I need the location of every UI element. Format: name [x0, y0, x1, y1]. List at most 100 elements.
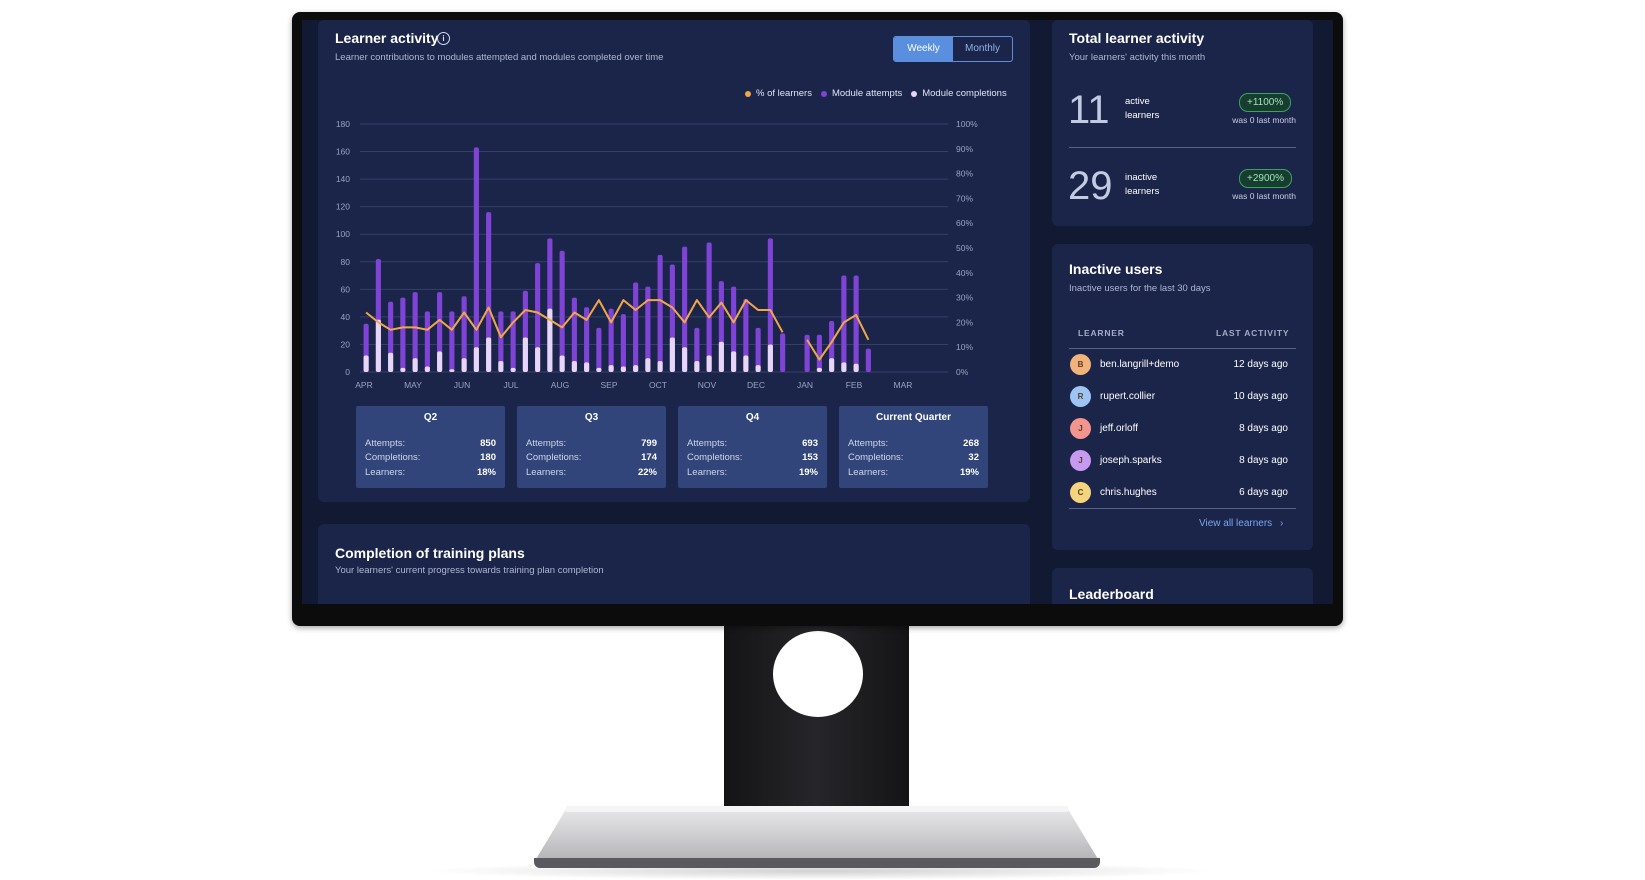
- completions-bar: [841, 362, 847, 372]
- quarter-learners-row: Learners: 19%: [848, 467, 979, 478]
- legend-pct-dot: [745, 90, 751, 97]
- y2-tick-label: 30%: [956, 293, 973, 303]
- learner-name: chris.hughes: [1100, 487, 1157, 498]
- completions-bar: [363, 355, 369, 372]
- active-was: was 0 last month: [1232, 115, 1296, 125]
- completions-bar: [498, 360, 504, 372]
- monitor-stand-base: [534, 806, 1100, 863]
- y2-tick-label: 80%: [956, 169, 973, 179]
- attempts-bar: [473, 147, 479, 372]
- attempts-bar: [731, 286, 737, 372]
- attempts-bar: [743, 298, 749, 372]
- completions-bar: [571, 360, 577, 372]
- attempts-bar: [584, 307, 590, 372]
- attempts-bar: [449, 311, 455, 372]
- completions-bar: [829, 358, 835, 372]
- completions-bar: [486, 337, 492, 372]
- x-tick-label: MAR: [894, 380, 913, 390]
- attempts-bar: [706, 242, 712, 372]
- learner-name: rupert.collier: [1100, 391, 1156, 402]
- attempts-bar: [865, 348, 871, 372]
- completions-bar: [510, 367, 516, 372]
- y-tick-label: 160: [336, 147, 350, 157]
- total-divider: [1069, 147, 1296, 148]
- avatar: J: [1070, 418, 1091, 439]
- quarter-learners-row: Learners: 18%: [365, 467, 496, 478]
- y-tick-label: 120: [336, 202, 350, 212]
- table-header-divider: [1069, 348, 1296, 349]
- x-tick-label: SEP: [600, 380, 617, 390]
- total-activity-card: [1052, 20, 1313, 226]
- quarter-title: Q4: [745, 412, 760, 423]
- table-footer-divider: [1069, 508, 1296, 509]
- quarter-attempts-row: Attempts: 693: [687, 438, 818, 449]
- completions-bar: [755, 365, 761, 372]
- completions-bar: [473, 347, 479, 372]
- y-tick-label: 100: [336, 229, 350, 239]
- legend-completions-label: Module completions: [922, 88, 1007, 99]
- completions-bar: [449, 369, 455, 372]
- x-tick-label: FEB: [846, 380, 863, 390]
- avatar: C: [1070, 482, 1091, 503]
- completions-bar: [620, 366, 626, 372]
- attempts-bar: [596, 327, 602, 372]
- attempts-bar: [424, 311, 430, 372]
- learners-pct-line: [365, 299, 784, 339]
- attempts-bar: [620, 314, 626, 372]
- learner-row[interactable]: J joseph.sparks 8 days ago: [1064, 450, 1288, 472]
- x-tick-label: JUN: [454, 380, 471, 390]
- quarter-attempts-row: Attempts: 799: [526, 438, 657, 449]
- monthly-button[interactable]: Monthly: [964, 43, 1000, 54]
- monitor-stand-base-edge: [534, 858, 1100, 868]
- y2-tick-label: 20%: [956, 317, 973, 327]
- learner-activity-subtitle: Learner contributions to modules attempt…: [335, 52, 664, 63]
- y2-tick-label: 10%: [956, 342, 973, 352]
- view-all-learners-link[interactable]: View all learners ›: [1199, 518, 1284, 529]
- attempts-bar: [804, 334, 810, 372]
- completions-bar: [596, 367, 602, 372]
- completions-bar: [706, 355, 712, 372]
- learner-row[interactable]: R rupert.collier 10 days ago: [1064, 386, 1288, 408]
- inactive-label: inactive learners: [1125, 172, 1160, 197]
- quarter-title: Current Quarter: [875, 412, 951, 423]
- avatar: R: [1070, 386, 1091, 407]
- completions-bar: [375, 319, 381, 372]
- quarter-completions-row: Completions: 180: [365, 452, 496, 463]
- active-learners-count: 11: [1068, 88, 1110, 132]
- weekly-button[interactable]: Weekly: [894, 37, 953, 61]
- chevron-right-icon: ›: [1279, 518, 1284, 529]
- quarter-summary-1: Q3 Attempts: 799 Completions: 174 Learners…: [517, 406, 666, 488]
- y2-tick-label: 50%: [956, 243, 973, 253]
- completions-bar: [424, 366, 430, 372]
- quarter-learners-row: Learners: 22%: [526, 467, 657, 478]
- completions-bar: [816, 367, 822, 372]
- y-tick-label: 40: [341, 312, 351, 322]
- completions-bar: [657, 360, 663, 372]
- quarter-attempts-row: Attempts: 268: [848, 438, 979, 449]
- leaderboard-title: Leaderboard: [1069, 586, 1154, 602]
- learner-row[interactable]: J jeff.orloff 8 days ago: [1064, 418, 1288, 440]
- inactive-was: was 0 last month: [1232, 191, 1296, 201]
- x-tick-label: DEC: [747, 380, 765, 390]
- learner-row[interactable]: C chris.hughes 6 days ago: [1064, 482, 1288, 504]
- quarter-learners-row: Learners: 19%: [687, 467, 818, 478]
- inactive-users-subtitle: Inactive users for the last 30 days: [1069, 283, 1211, 294]
- attempts-bar: [657, 254, 663, 372]
- learner-activity-chart: 0 20 40 60 80 100 120 140 160 180 0% 10% 20% 30% 40% 50…: [336, 119, 978, 390]
- x-tick-label: NOV: [698, 380, 717, 390]
- quarter-completions-row: Completions: 174: [526, 452, 657, 463]
- completions-bar: [547, 308, 553, 372]
- completions-bar: [743, 355, 749, 372]
- attempts-bar: [767, 238, 773, 372]
- attempts-bar: [816, 334, 822, 372]
- y-tick-label: 60: [341, 284, 351, 294]
- completions-bar: [559, 355, 565, 372]
- quarter-attempts-row: Attempts: 850: [365, 438, 496, 449]
- info-icon[interactable]: i: [437, 32, 450, 45]
- x-tick-label: OCT: [649, 380, 667, 390]
- inactive-users-title: Inactive users: [1069, 261, 1163, 277]
- learner-name: jeff.orloff: [1100, 423, 1138, 434]
- column-last-activity: LAST ACTIVITY: [1216, 328, 1290, 338]
- learner-activity-title: Learner activity: [335, 30, 439, 46]
- learner-row[interactable]: B ben.langrill+demo 12 days ago: [1064, 354, 1288, 376]
